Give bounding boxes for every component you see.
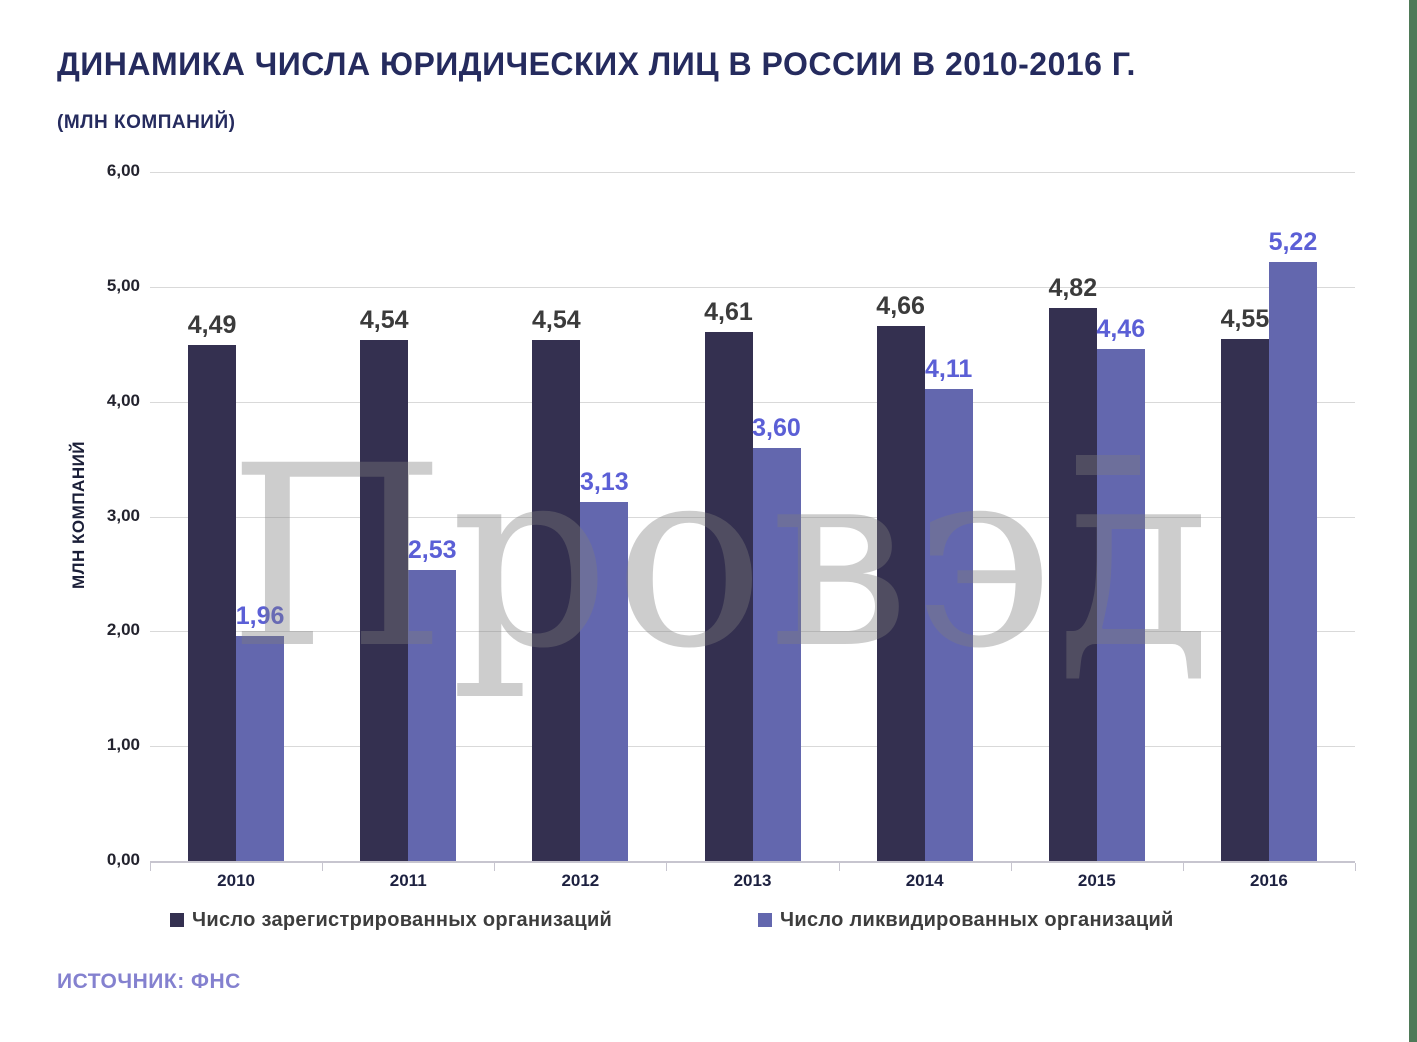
x-axis-tick: [1010, 863, 1012, 871]
y-tick-label: 4,00: [106, 390, 140, 410]
bar-liquidated-2012: [580, 501, 629, 861]
y-tick-label: 2,00: [106, 620, 140, 640]
gridline: [150, 401, 1355, 403]
y-axis-title: МЛН КОМПАНИЙ: [69, 440, 88, 590]
bar-value-label: 4,49: [187, 311, 237, 340]
bar-value-label: 4,54: [359, 305, 409, 334]
bar-registered-2016: [1220, 338, 1269, 861]
gridline: [150, 516, 1355, 518]
y-tick-label: 5,00: [106, 275, 140, 295]
chart-subtitle: (МЛН КОМПАНИЙ): [57, 112, 236, 133]
bar-value-label: 4,11: [925, 355, 973, 384]
watermark-overline-bar: [1076, 455, 1140, 475]
bar-value-label: 1,96: [235, 601, 285, 630]
x-label-2010: 2010: [217, 871, 255, 890]
bar-registered-2011: [360, 339, 409, 861]
bar-value-label: 3,13: [580, 467, 629, 496]
legend-marker-liquidated-icon: [758, 913, 772, 927]
x-axis-line: [150, 861, 1355, 863]
gridline: [150, 286, 1355, 288]
bar-value-label: 4,46: [1096, 314, 1146, 343]
x-axis-tick: [150, 863, 151, 871]
bar-liquidated-2014: [924, 389, 973, 861]
legend-item-registered: Число зарегистрированных организаций: [170, 903, 612, 937]
legend-label-registered: Число зарегистрированных организаций: [192, 908, 613, 931]
bar-registered-2013: [704, 331, 753, 861]
bar-liquidated-2010: [236, 635, 285, 861]
bar-value-label: 4,61: [704, 297, 753, 326]
bar-value-label: 4,82: [1048, 273, 1098, 302]
legend-marker-registered-icon: [170, 913, 184, 927]
x-axis-tick: [494, 863, 496, 871]
legend: Число зарегистрированных организаций Чис…: [0, 903, 1417, 937]
bar-value-label: 4,54: [532, 305, 581, 334]
x-axis-tick: [666, 863, 668, 871]
x-axis-tick: [838, 863, 840, 871]
bar-registered-2015: [1048, 307, 1097, 861]
bar-registered-2012: [532, 339, 581, 861]
bar-liquidated-2011: [408, 570, 457, 861]
x-axis-tick: [1182, 863, 1184, 871]
y-tick-label: 0,00: [106, 850, 140, 869]
x-label-2016: 2016: [1250, 871, 1288, 890]
gridline: [150, 746, 1355, 748]
x-axis-tick: [1355, 863, 1356, 871]
y-tick-label: 1,00: [106, 735, 140, 755]
bar-liquidated-2016: [1268, 261, 1317, 861]
x-label-2015: 2015: [1077, 871, 1116, 890]
x-axis-tick: [322, 863, 324, 871]
x-label-2014: 2014: [905, 871, 944, 890]
y-tick-label: 3,00: [106, 505, 140, 525]
x-label-2011: 2011: [389, 871, 427, 890]
gridline: [150, 172, 1355, 173]
bar-liquidated-2015: [1096, 348, 1145, 861]
bar-registered-2014: [876, 325, 925, 861]
chart-title: ДИНАМИКА ЧИСЛА ЮРИДИЧЕСКИХ ЛИЦ В РОССИИ …: [57, 46, 1136, 82]
bar-value-label: 4,55: [1220, 304, 1270, 333]
right-edge-strip: [1409, 0, 1417, 1042]
y-tick-label: 6,00: [106, 161, 140, 180]
bar-registered-2010: [188, 345, 237, 861]
bar-value-label: 5,22: [1268, 227, 1318, 256]
bar-value-label: 4,66: [876, 291, 925, 320]
legend-item-liquidated: Число ликвидированных организаций: [758, 903, 1174, 937]
bar-value-label: 3,60: [752, 413, 801, 442]
x-label-2012: 2012: [561, 871, 600, 890]
bar-liquidated-2013: [752, 447, 801, 861]
x-label-2013: 2013: [733, 871, 772, 890]
watermark-text: Провэд: [228, 412, 1216, 703]
source-note: ИСТОЧНИК: ФНС: [57, 970, 241, 993]
legend-label-liquidated: Число ликвидированных организаций: [780, 908, 1174, 931]
bar-value-label: 2,53: [407, 536, 457, 565]
gridline: [150, 631, 1355, 633]
